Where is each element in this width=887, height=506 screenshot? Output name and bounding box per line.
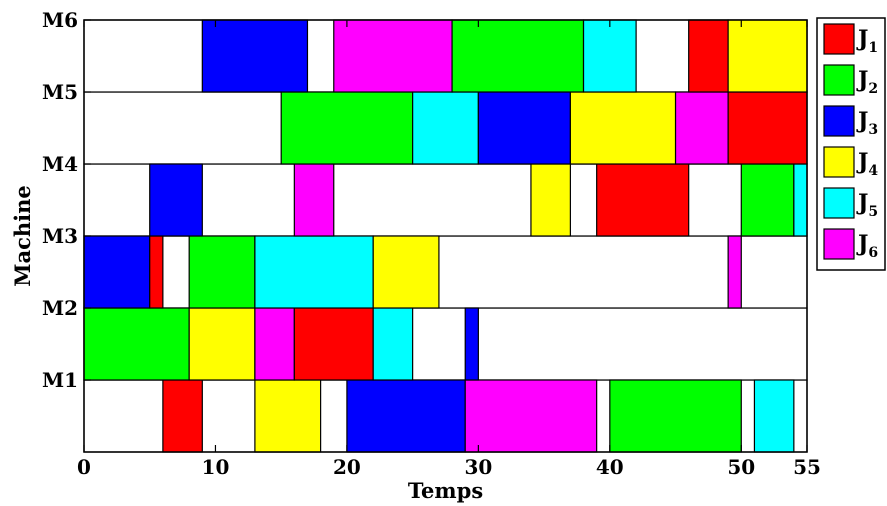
task-bar-m4-j5 (793, 163, 808, 237)
task-bars (83, 19, 808, 453)
task-bar-m6-j6 (333, 19, 453, 93)
task-bar-m6-j4 (727, 19, 808, 93)
y-tick-label-m4: M4 (42, 152, 78, 176)
legend-swatch-j2 (823, 64, 855, 96)
task-bar-m6-j1 (688, 19, 729, 93)
task-bar-m1-j4 (254, 379, 322, 453)
x-tick-label: 10 (202, 455, 230, 479)
legend-swatch-j5 (823, 187, 855, 219)
task-bar-m1-j3 (346, 379, 466, 453)
task-bar-m6-j5 (582, 19, 637, 93)
task-bar-m3-j1 (149, 235, 164, 309)
y-axis-label: Machine (10, 185, 35, 287)
legend-label-j5: J5 (856, 190, 878, 220)
y-tick-label-m3: M3 (42, 224, 78, 248)
task-bar-m3-j4 (372, 235, 440, 309)
x-tick-label: 30 (464, 455, 492, 479)
x-tick-label: 0 (77, 455, 91, 479)
y-tick-label-m2: M2 (42, 296, 78, 320)
task-bar-m1-j1 (162, 379, 203, 453)
legend-swatch-j6 (823, 228, 855, 260)
x-tick-label: 20 (333, 455, 361, 479)
task-bar-m2-j6 (254, 307, 295, 381)
task-bar-m1-j2 (609, 379, 742, 453)
y-tick-label-m1: M1 (42, 368, 78, 392)
task-bar-m3-j6 (727, 235, 742, 309)
task-bar-m6-j2 (451, 19, 585, 93)
y-axis-ticks: M1 M2 M3 M4 M5 M6 (42, 8, 91, 392)
task-bar-m3-j5 (254, 235, 374, 309)
task-bar-m4-j1 (596, 163, 690, 237)
task-bar-m4-j3 (149, 163, 203, 237)
task-bar-m4-j4 (530, 163, 571, 237)
legend-frame (816, 17, 886, 271)
task-bar-m5-j3 (477, 91, 571, 165)
x-tick-label: 50 (727, 455, 755, 479)
task-bar-m1-j6 (464, 379, 598, 453)
legend-swatch-j4 (823, 146, 855, 178)
legend-swatch-j1 (823, 23, 855, 55)
task-bar-m5-j2 (280, 91, 414, 165)
task-bar-m5-j6 (674, 91, 729, 165)
x-axis-label: Temps (408, 478, 483, 503)
legend-label-j4: J4 (856, 149, 878, 179)
y-tick-label-m6: M6 (42, 8, 78, 32)
task-bar-m5-j1 (727, 91, 808, 165)
legend-label-j1: J1 (856, 26, 878, 56)
task-bar-m2-j4 (188, 307, 256, 381)
y-tick-label-m5: M5 (42, 80, 78, 104)
task-bar-m5-j5 (412, 91, 479, 165)
task-bar-m6-j3 (201, 19, 309, 93)
task-bar-m2-j2 (83, 307, 190, 381)
legend-label-j3: J3 (856, 108, 878, 138)
x-tick-label: 55 (793, 455, 821, 479)
legend: J1 J2 J3 J4 J5 J6 (816, 17, 886, 271)
legend-swatch-j3 (823, 105, 855, 137)
task-bar-m2-j5 (372, 307, 414, 381)
legend-label-j6: J6 (856, 231, 878, 261)
x-axis-ticks: 0 10 20 30 40 50 55 (77, 20, 821, 479)
task-bar-m4-j2 (740, 163, 795, 237)
task-bar-m3-j2 (188, 235, 256, 309)
task-bar-m4-j6 (293, 163, 335, 237)
task-bar-m1-j5 (753, 379, 795, 453)
task-bar-m2-j3 (464, 307, 479, 381)
legend-label-j2: J2 (856, 67, 878, 97)
x-tick-label: 40 (596, 455, 624, 479)
task-bar-m5-j4 (569, 91, 677, 165)
task-bar-m3-j3 (83, 235, 151, 309)
task-bar-m2-j1 (293, 307, 374, 381)
